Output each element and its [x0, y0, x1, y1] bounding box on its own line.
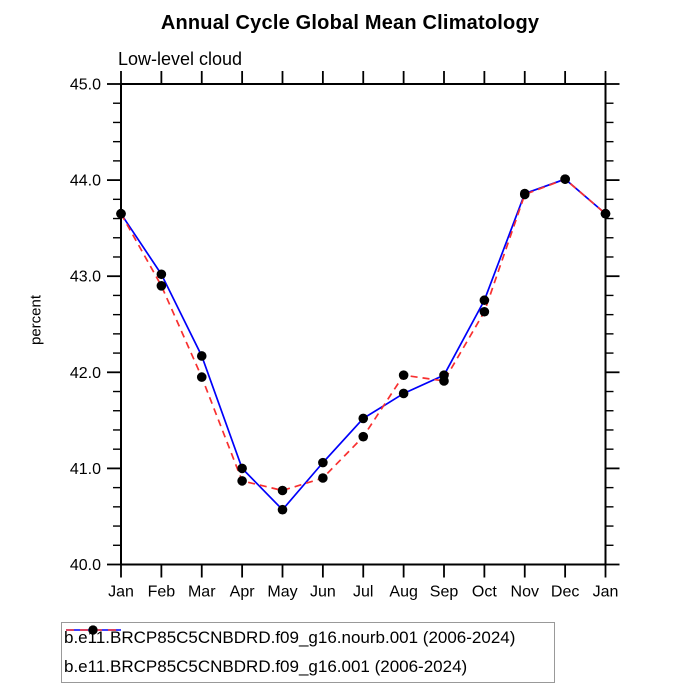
legend-row-series1: b.e11.BRCP85C5CNBDRD.f09_g16.nourb.001 (…	[62, 624, 554, 652]
data-point-s0	[358, 413, 369, 424]
y-tick-label: 44.0	[70, 173, 101, 190]
data-point-s1	[196, 372, 207, 382]
data-point-s1	[358, 431, 369, 442]
x-tick-label: Jul	[353, 584, 373, 601]
x-tick-label: Feb	[148, 584, 176, 601]
x-tick-label: Dec	[551, 584, 579, 601]
x-tick-label: Apr	[230, 584, 256, 601]
x-tick-label: Oct	[472, 584, 497, 601]
data-point-s1	[479, 306, 490, 317]
data-point-s0	[277, 504, 288, 515]
data-point-s1	[156, 281, 167, 291]
x-tick-label: Sep	[430, 584, 459, 601]
legend-label-series2: b.e11.BRCP85C5CNBDRD.f09_g16.001 (2006-2…	[64, 657, 468, 676]
legend-line-dashed-icon	[66, 625, 121, 635]
data-point-s0	[237, 463, 247, 474]
data-point-s0	[479, 295, 490, 306]
y-tick-label: 45.0	[70, 77, 101, 94]
legend-row-series2: b.e11.BRCP85C5CNBDRD.f09_g16.001 (2006-2…	[62, 625, 554, 681]
plot-frame	[120, 83, 607, 566]
x-tick-label: Mar	[188, 584, 216, 601]
y-tick-label: 40.0	[70, 557, 101, 574]
data-point-s1	[237, 476, 247, 486]
y-tick-label: 43.0	[70, 269, 101, 286]
y-tick-label: 41.0	[70, 461, 101, 478]
legend-label-series1: b.e11.BRCP85C5CNBDRD.f09_g16.nourb.001 (…	[64, 628, 516, 647]
series-line-1	[120, 178, 607, 492]
x-tick-label: Aug	[389, 584, 417, 601]
data-point-s1	[560, 174, 570, 184]
data-point-s1	[277, 485, 288, 496]
x-tick-label: Nov	[511, 584, 539, 601]
x-tick-label: Jan	[593, 584, 619, 601]
data-point-s1	[318, 473, 328, 483]
legend: b.e11.BRCP85C5CNBDRD.f09_g16.nourb.001 (…	[61, 622, 555, 683]
data-point-s0	[156, 269, 167, 280]
x-tick-label: Jun	[310, 584, 336, 601]
chart-title: Annual Cycle Global Mean Climatology	[160, 12, 540, 34]
y-tick-label: 42.0	[70, 365, 101, 382]
data-point-s1	[600, 208, 611, 219]
data-point-s0	[318, 457, 328, 468]
data-point-s1	[519, 189, 530, 200]
data-point-s1	[398, 370, 409, 380]
data-point-s0	[196, 351, 207, 361]
data-point-s1	[439, 376, 449, 386]
data-point-s0	[398, 388, 409, 399]
x-tick-label: Jan	[108, 584, 134, 601]
x-tick-label: May	[267, 584, 297, 601]
data-point-s1	[116, 208, 126, 219]
chart-subtitle: Low-level cloud	[118, 49, 243, 69]
series-line-0	[120, 178, 607, 511]
